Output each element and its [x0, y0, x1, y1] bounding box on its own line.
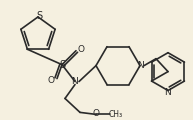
Text: O: O	[78, 45, 85, 54]
Text: S: S	[59, 60, 65, 70]
Text: N: N	[138, 61, 144, 70]
Text: CH₃: CH₃	[109, 110, 123, 119]
Text: S: S	[36, 11, 42, 21]
Text: N: N	[72, 77, 78, 86]
Text: O: O	[47, 76, 54, 85]
Text: N: N	[165, 88, 171, 97]
Text: O: O	[92, 109, 100, 118]
